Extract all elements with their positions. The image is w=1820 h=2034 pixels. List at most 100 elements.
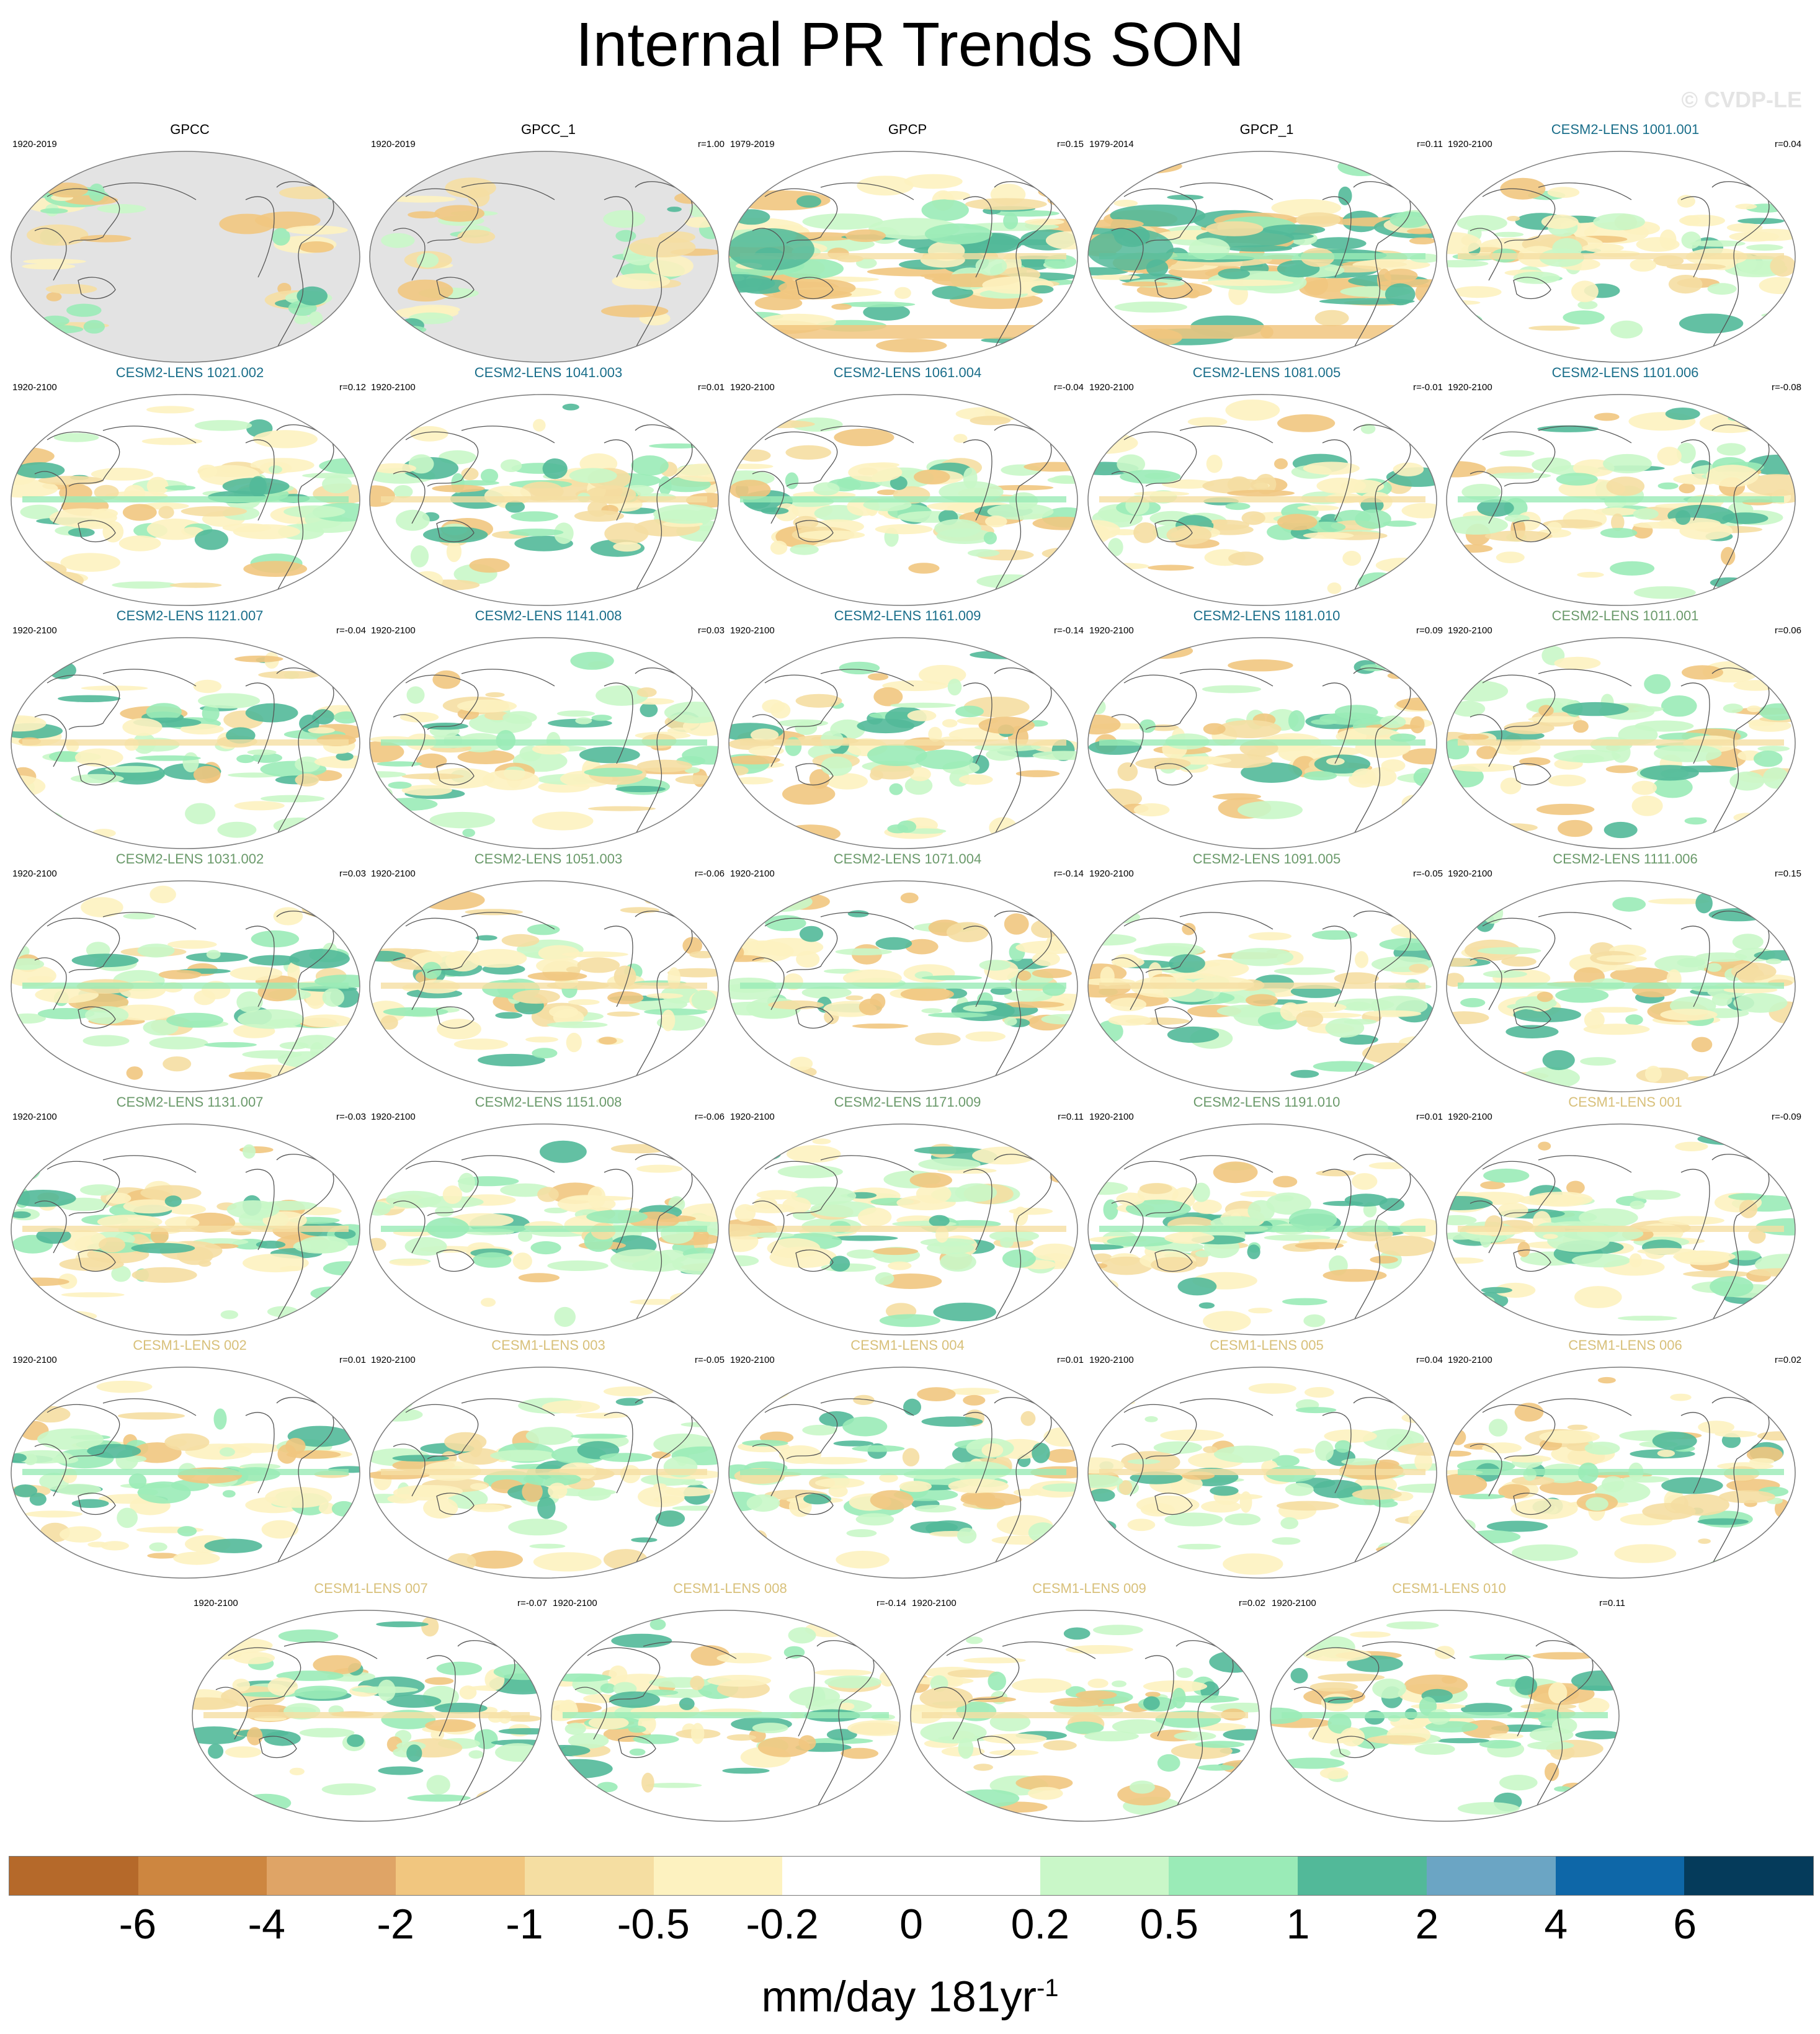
trend-blob xyxy=(1413,767,1435,787)
trend-blob xyxy=(1710,1276,1754,1297)
trend-blob xyxy=(1238,801,1303,819)
trend-blob xyxy=(11,560,67,579)
coastline xyxy=(405,431,479,487)
trend-blob xyxy=(192,1697,239,1710)
trend-blob xyxy=(1118,1480,1133,1496)
trend-blob xyxy=(976,574,1044,589)
trend-blob xyxy=(432,484,485,493)
trend-blob xyxy=(703,1273,718,1285)
coastline xyxy=(1470,1443,1502,1497)
trend-blob xyxy=(469,558,510,573)
trend-blob xyxy=(988,484,1054,491)
trend-blob xyxy=(267,1677,298,1697)
trend-blob xyxy=(1484,530,1553,542)
trend-blob xyxy=(1563,310,1605,325)
trend-blob xyxy=(761,507,789,515)
map-panel: CESM2-LENS 1081.005 1920-2100 r=-0.01 xyxy=(1087,365,1447,607)
coastline xyxy=(1322,682,1352,764)
trend-blob xyxy=(1724,1069,1777,1077)
trend-blob xyxy=(615,785,666,793)
panel-title: CESM2-LENS 1181.010 xyxy=(1193,608,1340,623)
trend-blob xyxy=(117,1507,138,1528)
map-plot xyxy=(369,880,719,1092)
coastline xyxy=(752,1443,785,1497)
trend-blob xyxy=(978,716,1035,734)
trend-blob xyxy=(1698,1538,1711,1544)
trend-blob xyxy=(1050,1697,1104,1707)
map-border xyxy=(11,1367,360,1579)
trend-blob xyxy=(302,473,359,479)
trend-blob xyxy=(165,485,196,491)
trend-blob xyxy=(848,463,903,483)
trend-blob xyxy=(538,945,580,961)
trend-blob xyxy=(1451,700,1486,717)
trend-blob xyxy=(434,205,484,222)
trend-blob xyxy=(1280,1002,1301,1021)
map-plot xyxy=(369,637,719,849)
trend-blob xyxy=(424,1677,454,1685)
coastline xyxy=(1322,1169,1352,1251)
trend-blob xyxy=(1483,1168,1530,1183)
trend-blob xyxy=(757,1736,810,1757)
trend-blob xyxy=(15,462,65,479)
trend-blob xyxy=(847,910,869,917)
trend-blob xyxy=(1567,1424,1588,1430)
trend-blob xyxy=(314,755,360,769)
coastline xyxy=(102,1155,197,1173)
trend-blob xyxy=(24,1074,62,1081)
trend-blob xyxy=(1004,990,1053,1002)
trend-blob xyxy=(370,1203,395,1210)
panel-years: 1920-2100 xyxy=(1448,1355,1492,1365)
coastline xyxy=(405,917,479,973)
equatorial-band xyxy=(740,496,1066,502)
map-plot xyxy=(11,151,360,363)
coastline xyxy=(47,1161,120,1216)
trend-blob xyxy=(1447,232,1482,254)
trend-blob xyxy=(80,234,132,243)
trend-blob xyxy=(321,1783,377,1796)
trend-blob xyxy=(847,1720,900,1736)
trend-blob xyxy=(1583,1024,1650,1035)
trend-blob xyxy=(1670,1393,1692,1401)
trend-blob xyxy=(1342,550,1362,566)
coastline xyxy=(604,1412,633,1494)
trend-blob xyxy=(1248,932,1292,940)
trend-blob xyxy=(777,1165,843,1179)
coastline xyxy=(34,957,67,1010)
trend-blob xyxy=(1437,1737,1489,1744)
panel-years: 1920-2100 xyxy=(12,868,57,879)
trend-blob xyxy=(729,826,775,844)
trend-blob xyxy=(860,1799,898,1816)
trend-blob xyxy=(1671,1494,1730,1516)
panel-title: CESM2-LENS 1101.006 xyxy=(1551,365,1699,380)
trend-blob xyxy=(219,213,275,234)
coastline xyxy=(1123,431,1197,487)
trend-blob xyxy=(975,256,1007,276)
trend-blob xyxy=(1385,283,1416,306)
trend-blob xyxy=(834,428,894,447)
trend-blob xyxy=(1731,962,1777,981)
trend-blob xyxy=(1054,1285,1068,1300)
trend-blob xyxy=(1097,197,1110,213)
coastline xyxy=(1123,1404,1197,1460)
coastline xyxy=(34,1200,67,1254)
trend-blob xyxy=(1017,259,1051,270)
trend-blob xyxy=(1745,1071,1795,1082)
trend-blob xyxy=(1133,803,1170,817)
trend-blob xyxy=(870,1490,914,1510)
trend-blob xyxy=(963,1657,1026,1664)
map-panel: CESM1-LENS 007 1920-2100 r=-0.07 xyxy=(191,1581,551,1822)
trend-blob xyxy=(111,1265,131,1282)
trend-blob xyxy=(261,1520,298,1539)
trend-blob xyxy=(1578,1697,1610,1714)
trend-blob xyxy=(1213,1161,1258,1184)
map-panel: CESM1-LENS 004 1920-2100 r=0.01 xyxy=(728,1337,1087,1579)
trend-blob xyxy=(948,1478,1009,1494)
trend-blob xyxy=(1225,399,1280,421)
trend-blob xyxy=(1537,991,1553,1002)
coastline xyxy=(78,520,116,543)
panel-correlation: r=-0.03 xyxy=(336,1112,366,1122)
trend-blob xyxy=(1032,1442,1050,1463)
trend-blob xyxy=(1323,1269,1387,1282)
trend-blob xyxy=(1091,274,1140,280)
